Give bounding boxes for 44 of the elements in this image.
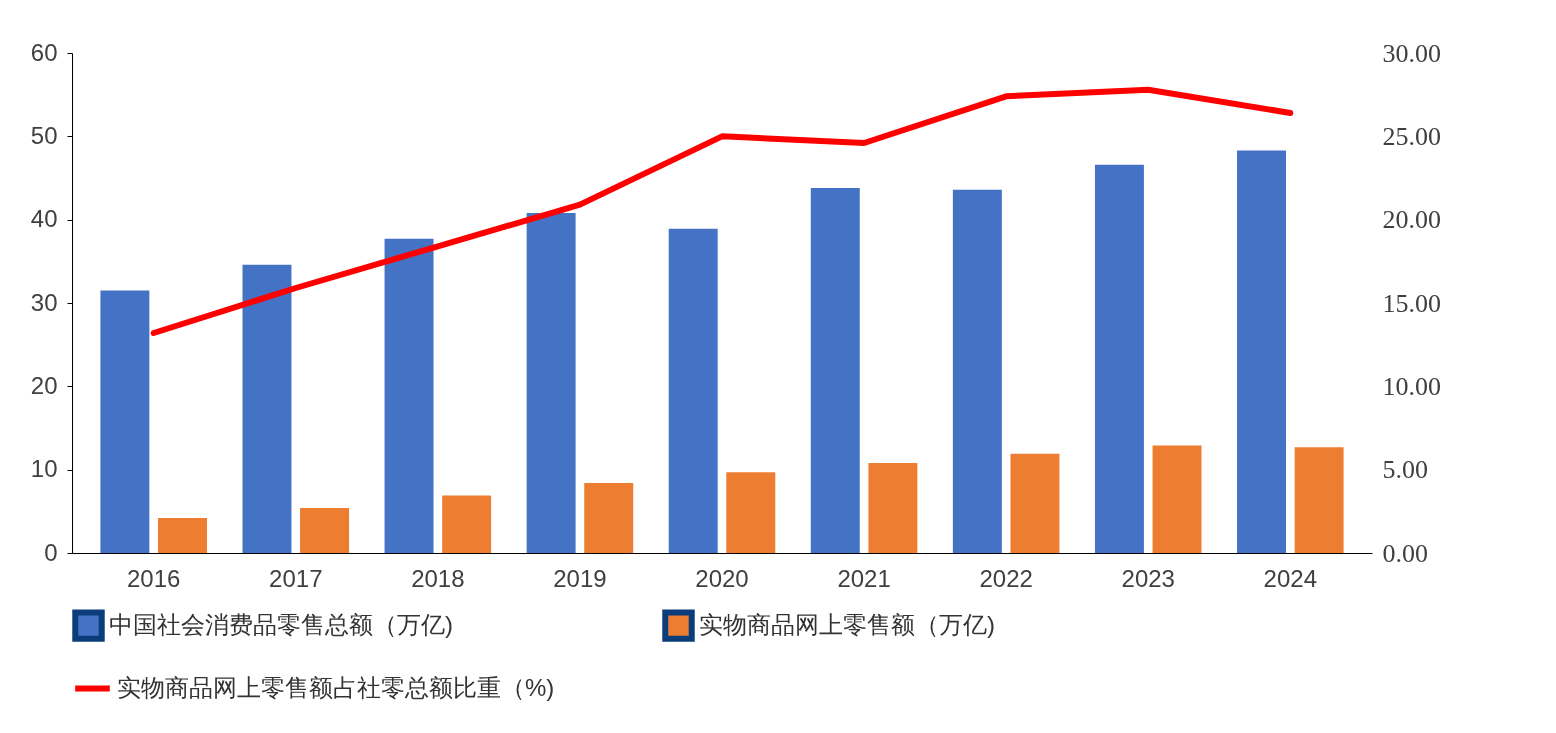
- bar: [1294, 447, 1344, 553]
- y-tick-label: 20: [30, 371, 58, 399]
- bar: [952, 189, 1002, 553]
- bar: [1152, 445, 1202, 553]
- bar: [384, 238, 434, 553]
- bar: [242, 264, 292, 553]
- bar: [1094, 164, 1144, 553]
- bar: [158, 518, 207, 553]
- y-tick-label: 0: [44, 538, 58, 566]
- bar: [100, 290, 150, 553]
- bar: [584, 483, 634, 553]
- y2-tick-label: 30.00: [1382, 38, 1441, 68]
- y-tick-label: 10: [30, 455, 58, 483]
- x-tick-label: 2020: [695, 564, 749, 592]
- bar: [726, 472, 776, 553]
- bar: [1237, 150, 1286, 553]
- legend-label: 中国社会消费品零售总额（万亿): [109, 610, 453, 638]
- legend-label: 实物商品网上零售额（万亿): [699, 610, 995, 638]
- y2-tick-label: 0.00: [1382, 538, 1428, 568]
- bar: [526, 213, 576, 553]
- bar: [868, 463, 918, 553]
- x-tick-label: 2018: [411, 564, 465, 592]
- bar: [300, 508, 350, 553]
- bar: [668, 228, 718, 553]
- y-tick-label: 40: [30, 205, 58, 233]
- x-tick-label: 2019: [553, 564, 607, 592]
- y-tick-label: 50: [30, 121, 58, 149]
- x-tick-label: 2021: [837, 564, 891, 592]
- y2-tick-label: 20.00: [1382, 205, 1441, 235]
- x-tick-label: 2022: [979, 564, 1033, 592]
- y2-tick-label: 10.00: [1382, 371, 1441, 401]
- x-tick-label: 2016: [127, 564, 181, 592]
- bar: [810, 188, 860, 553]
- x-tick-label: 2017: [269, 564, 323, 592]
- y-tick-label: 30: [30, 288, 58, 316]
- bar: [442, 495, 492, 553]
- y-tick-label: 60: [30, 38, 58, 66]
- bar: [1010, 453, 1060, 553]
- y2-tick-label: 25.00: [1382, 121, 1441, 151]
- legend-label: 实物商品网上零售额占社零总额比重（%): [117, 673, 555, 701]
- x-tick-label: 2024: [1263, 564, 1317, 592]
- x-tick-label: 2023: [1121, 564, 1175, 592]
- y2-tick-label: 5.00: [1382, 455, 1428, 485]
- y2-tick-label: 15.00: [1382, 288, 1441, 318]
